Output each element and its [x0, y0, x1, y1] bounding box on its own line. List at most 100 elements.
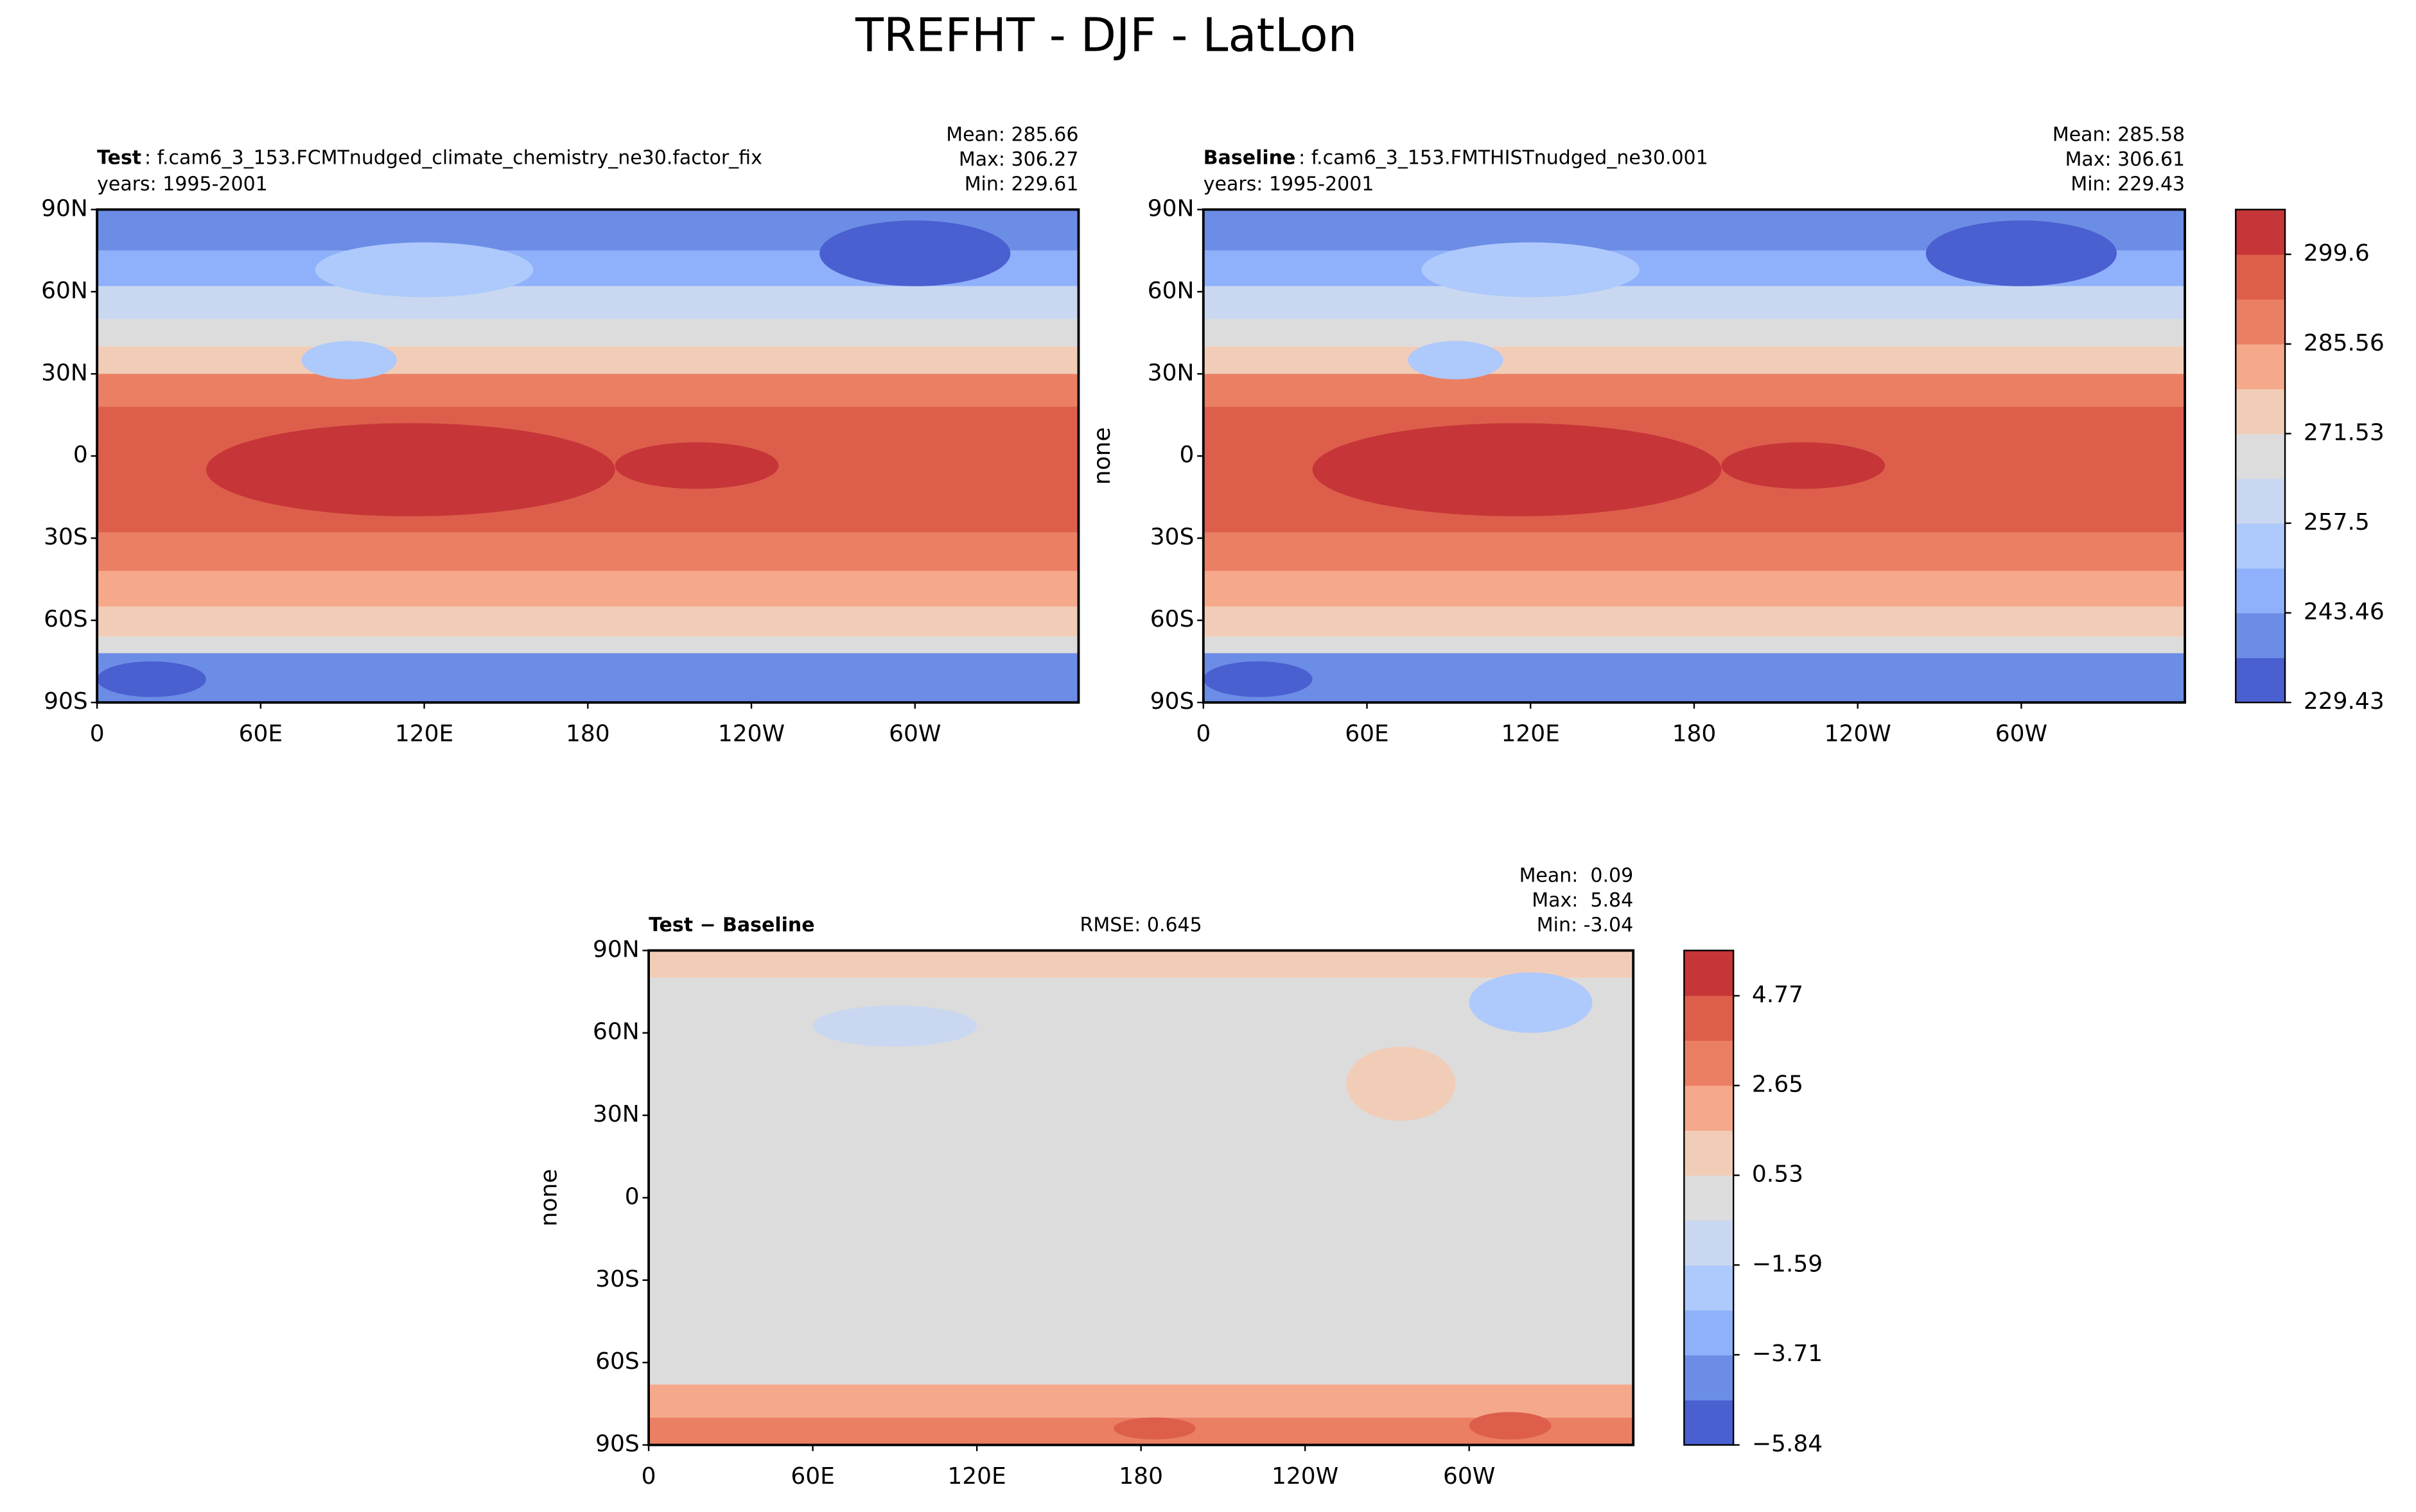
- contour-blob: [1925, 220, 2117, 286]
- y-tick-label: 90S: [44, 688, 88, 715]
- colorbar-tick-label: 299.6: [2304, 240, 2370, 266]
- y-tick-label: 30N: [1148, 360, 1195, 386]
- y-tick-label: 90S: [595, 1431, 640, 1457]
- x-tick-label: 120E: [395, 721, 453, 747]
- colorbar-level: [1684, 1175, 1734, 1221]
- colorbar-level: [2236, 478, 2286, 524]
- colorbar-level: [1684, 1085, 1734, 1131]
- contour-band: [97, 636, 1079, 654]
- colorbar-level: [2236, 568, 2286, 614]
- contour-blob: [97, 661, 206, 697]
- x-tick-label: 0: [642, 1463, 656, 1490]
- contour-blob: [315, 242, 534, 297]
- colorbar-tick-label: 4.77: [1752, 982, 1803, 1008]
- contour-blob: [1721, 442, 1886, 489]
- contour-blob: [1421, 242, 1640, 297]
- x-tick-label: 120W: [1825, 721, 1891, 747]
- rmse: RMSE: 0.645: [1080, 914, 1202, 937]
- colorbar-level: [2236, 523, 2286, 569]
- contour-band: [1203, 532, 2185, 571]
- y-tick-label: 90S: [1150, 688, 1195, 715]
- colorbar-level: [2236, 433, 2286, 479]
- contour-blob: [812, 1005, 977, 1047]
- y-tick-label: 60S: [1150, 606, 1195, 632]
- colorbar-level: [1684, 1130, 1734, 1176]
- stat: Mean: 285.66: [946, 124, 1078, 146]
- colorbar-tick-label: −5.84: [1752, 1431, 1823, 1457]
- y-tick-label: 0: [625, 1183, 640, 1210]
- y-label: none: [536, 1169, 563, 1227]
- x-tick-label: 0: [1196, 721, 1211, 747]
- y-tick-label: 30S: [1150, 524, 1195, 550]
- y-tick-label: 90N: [1148, 195, 1195, 222]
- x-tick-label: 120W: [1272, 1463, 1338, 1490]
- stat: Min: 229.43: [2070, 173, 2185, 195]
- contour-band: [1203, 346, 2185, 374]
- y-tick-label: 60N: [41, 277, 88, 304]
- x-tick-label: 120W: [718, 721, 785, 747]
- stat: Max: 306.27: [959, 148, 1079, 171]
- colorbar-tick-label: 229.43: [2304, 688, 2385, 715]
- panel-name: Test − Baseline: [649, 914, 815, 937]
- colorbar-tick-label: −1.59: [1752, 1251, 1823, 1277]
- x-tick-label: 180: [1672, 721, 1717, 747]
- colorbar-level: [1684, 950, 1734, 996]
- colorbar-tick-label: −3.71: [1752, 1341, 1823, 1367]
- years: years: 1995-2001: [1204, 173, 1374, 195]
- colorbar-tick-label: 285.56: [2304, 330, 2385, 356]
- x-tick-label: 60W: [1443, 1463, 1495, 1490]
- x-tick-label: 120E: [1501, 721, 1560, 747]
- x-tick-label: 0: [90, 721, 105, 747]
- colorbar-tick-label: 257.5: [2304, 509, 2370, 535]
- contour-band: [97, 606, 1079, 637]
- case-name: : f.cam6_3_153.FMTHISTnudged_ne30.001: [1299, 147, 1708, 169]
- x-tick-label: 60E: [239, 721, 283, 747]
- colorbar-level: [2236, 299, 2286, 345]
- x-tick-label: 60E: [791, 1463, 835, 1490]
- contour-blob: [1114, 1417, 1196, 1440]
- y-tick-label: 60N: [1148, 277, 1195, 304]
- stat: Max: 306.61: [2065, 148, 2185, 171]
- colorbar-tick-label: 243.46: [2304, 599, 2385, 625]
- contour-blob: [819, 220, 1011, 286]
- y-tick-label: 90N: [41, 195, 88, 222]
- contour-band: [97, 374, 1079, 407]
- contour-band: [1203, 286, 2185, 319]
- y-tick-label: 90N: [593, 936, 640, 962]
- contour-blob: [1469, 1412, 1552, 1440]
- panel-name: Baseline: [1204, 147, 1296, 169]
- contour-blob: [301, 341, 398, 379]
- map-field: [649, 950, 1634, 1445]
- x-tick-label: 60E: [1345, 721, 1389, 747]
- colorbar-level: [2236, 343, 2286, 390]
- contour-band: [97, 286, 1079, 319]
- contour-band: [97, 571, 1079, 607]
- colorbar-level: [2236, 613, 2286, 659]
- contour-band: [1203, 374, 2185, 407]
- y-label: none: [1089, 427, 1116, 485]
- x-tick-label: 60W: [1995, 721, 2047, 747]
- case-name: : f.cam6_3_153.FCMTnudged_climate_chemis…: [144, 147, 762, 169]
- y-tick-label: 30S: [44, 524, 88, 550]
- y-tick-label: 30S: [595, 1266, 640, 1292]
- panel-name: Test: [97, 147, 141, 169]
- colorbar-level: [1684, 1040, 1734, 1086]
- y-tick-label: 30N: [41, 360, 88, 386]
- contour-band: [97, 532, 1079, 571]
- stat: Mean: 285.58: [2053, 124, 2185, 146]
- figure-title: TREFHT - DJF - LatLon: [855, 8, 1357, 62]
- map-field: [1203, 209, 2185, 703]
- stat: Max: 5.84: [1532, 889, 1633, 912]
- colorbar-level: [2236, 388, 2286, 435]
- contour-band: [1203, 636, 2185, 654]
- stat: Min: -3.04: [1537, 914, 1633, 937]
- colorbar-tick-label: 271.53: [2304, 419, 2385, 446]
- contour-band: [97, 346, 1079, 374]
- colorbar-tick-label: 2.65: [1752, 1072, 1803, 1098]
- colorbar-level: [1684, 1220, 1734, 1266]
- colorbar-frame: [1683, 950, 1735, 1446]
- colorbar-level: [2236, 657, 2286, 703]
- y-tick-label: 0: [73, 442, 88, 468]
